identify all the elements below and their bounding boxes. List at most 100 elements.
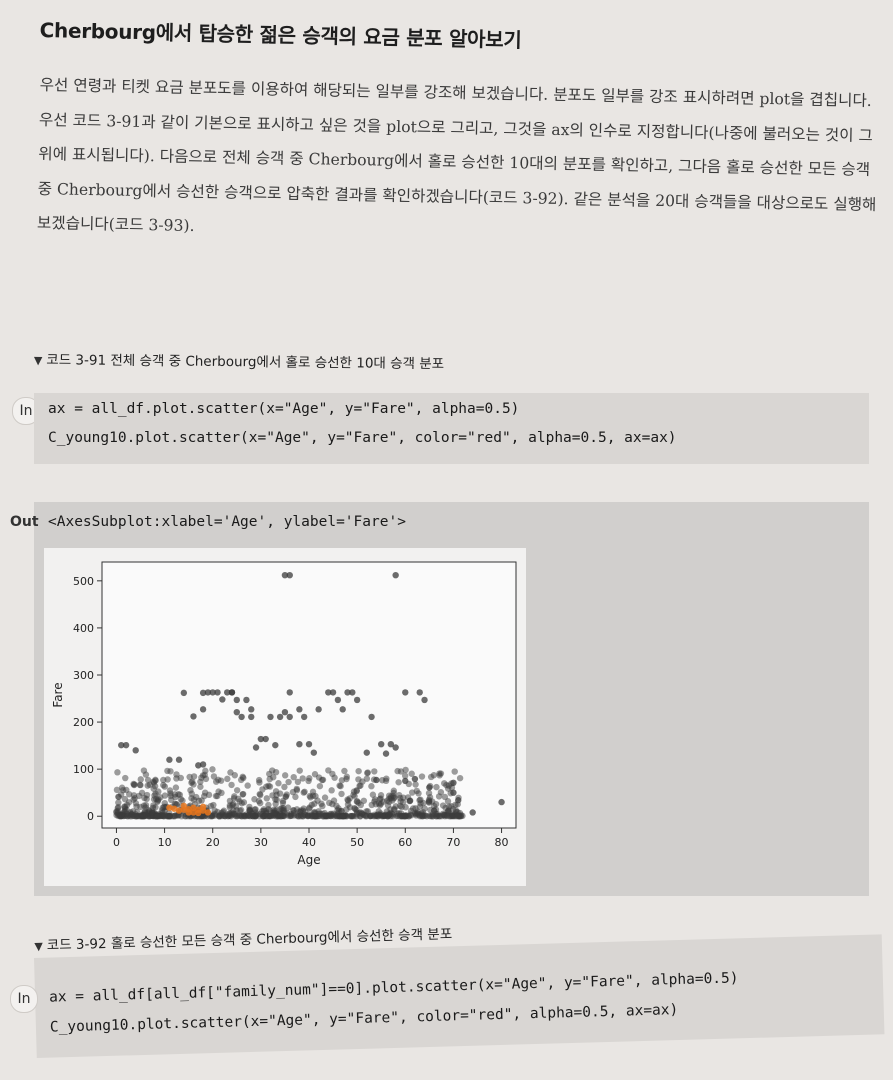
- caption-triangle-icon: ▼: [34, 939, 43, 953]
- data-point: [244, 782, 251, 789]
- data-point: [378, 740, 385, 748]
- code-line: ax = all_df[all_df["family_num"]==0].plo…: [48, 970, 739, 1006]
- data-point: [418, 773, 426, 780]
- data-point: [437, 789, 445, 796]
- data-point: [402, 804, 409, 811]
- data-point: [312, 792, 319, 800]
- data-point: [237, 806, 245, 814]
- highlight-point: [180, 802, 188, 810]
- data-point: [318, 776, 326, 784]
- data-point: [265, 801, 272, 809]
- data-point: [137, 776, 144, 783]
- data-point: [371, 796, 379, 803]
- data-point: [432, 800, 440, 808]
- data-point: [400, 813, 407, 820]
- data-point: [360, 797, 368, 804]
- data-point: [319, 802, 326, 810]
- data-point: [441, 780, 448, 787]
- data-point: [395, 791, 403, 799]
- x-tick-label: 50: [350, 836, 364, 849]
- data-point: [154, 812, 161, 820]
- x-tick-label: 0: [113, 836, 120, 849]
- data-point: [252, 744, 260, 751]
- highlight-point: [166, 804, 173, 811]
- data-point: [339, 706, 346, 713]
- data-point: [279, 799, 287, 807]
- data-point: [238, 800, 245, 807]
- data-point: [282, 793, 290, 800]
- highlight-point: [175, 807, 183, 814]
- highlight-point: [190, 809, 197, 816]
- data-point: [355, 767, 362, 775]
- data-point: [406, 797, 414, 804]
- data-point: [228, 689, 236, 696]
- code-line: C_young10.plot.scatter(x="Age", y="Fare"…: [48, 430, 677, 446]
- data-point: [233, 696, 240, 704]
- data-point: [239, 791, 246, 798]
- caption-triangle-icon: ▼: [33, 353, 43, 368]
- data-point: [341, 767, 348, 775]
- data-point: [246, 803, 253, 811]
- data-point: [231, 810, 239, 818]
- x-tick-label: 60: [398, 836, 412, 849]
- data-point: [226, 804, 234, 811]
- data-point: [179, 797, 186, 804]
- data-point: [338, 790, 345, 798]
- data-point: [299, 775, 306, 782]
- data-point: [371, 768, 378, 775]
- data-point: [373, 812, 380, 819]
- data-point: [248, 706, 255, 713]
- data-point: [211, 807, 218, 814]
- data-point: [444, 785, 452, 792]
- data-point: [292, 793, 299, 801]
- data-point: [300, 789, 307, 796]
- data-point: [408, 789, 416, 796]
- data-point: [316, 782, 324, 790]
- data-point: [209, 689, 216, 696]
- data-point: [281, 708, 289, 716]
- data-point: [135, 792, 143, 800]
- data-point: [306, 805, 313, 812]
- data-point: [368, 783, 375, 790]
- data-point: [136, 781, 144, 789]
- data-point: [201, 789, 209, 796]
- data-point: [355, 776, 362, 783]
- data-point: [212, 792, 220, 800]
- data-point: [281, 772, 289, 779]
- data-point: [168, 796, 175, 804]
- data-point: [396, 802, 404, 810]
- data-point: [275, 780, 282, 787]
- highlight-point: [199, 807, 207, 814]
- data-point: [218, 809, 225, 817]
- data-point: [115, 799, 122, 806]
- data-point: [210, 773, 218, 780]
- code-caption-3-91: ▼ 코드 3-91 전체 승객 중 Cherbourg에서 홀로 승선한 10대 …: [34, 348, 444, 372]
- data-point: [122, 774, 129, 782]
- data-point: [152, 803, 159, 811]
- data-point: [469, 809, 476, 816]
- y-tick-label: 500: [73, 575, 94, 588]
- code-block-3-92: ax = all_df[all_df["family_num"]==0].plo…: [34, 934, 885, 1058]
- data-point: [224, 775, 231, 783]
- data-point: [188, 779, 195, 786]
- highlight-point: [190, 804, 197, 811]
- data-point: [199, 761, 207, 768]
- y-tick-label: 400: [73, 622, 94, 635]
- data-point: [145, 806, 153, 814]
- scatter-plot-panel: 0 10 20 30 40 50 60 70 80 0 100 200 300 400 500 Age Fare: [44, 548, 526, 886]
- data-point: [257, 735, 265, 743]
- data-point: [129, 808, 137, 815]
- data-point: [455, 797, 462, 804]
- y-tick-label: 100: [73, 763, 94, 776]
- data-point: [289, 788, 297, 796]
- data-point: [262, 735, 269, 743]
- data-point: [248, 713, 255, 721]
- data-point: [122, 741, 130, 749]
- input-label: In: [10, 985, 38, 1013]
- data-point: [276, 713, 284, 721]
- data-point: [190, 713, 197, 720]
- data-point: [379, 777, 386, 784]
- data-point: [315, 706, 322, 713]
- data-point: [456, 774, 464, 782]
- data-point: [401, 772, 409, 779]
